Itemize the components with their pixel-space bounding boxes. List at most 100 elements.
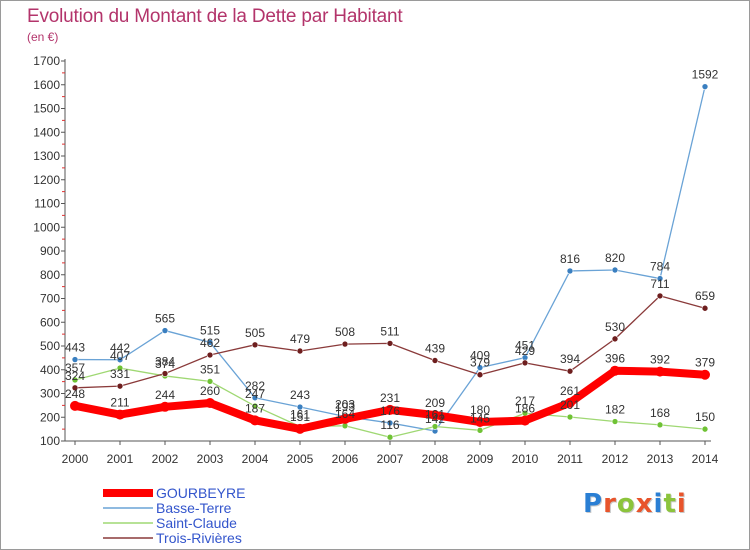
data-label-trois-rivi-res: 324: [65, 369, 85, 383]
data-label-saint-claude: 247: [245, 387, 265, 401]
x-tick-label: 2000: [62, 452, 89, 466]
data-label-trois-rivi-res: 429: [515, 344, 535, 358]
data-point-gourbeyre: [205, 398, 215, 408]
x-tick-label: 2009: [467, 452, 494, 466]
y-tick-label: 1400: [33, 125, 60, 139]
y-tick-label: 1100: [34, 197, 60, 211]
data-point-trois-rivi-res: [656, 292, 664, 300]
data-point-saint-claude: [701, 425, 709, 433]
legend-label: GOURBEYRE: [156, 485, 245, 501]
data-label-gourbeyre: 260: [200, 384, 220, 398]
data-label-basse-terre: 515: [200, 323, 220, 337]
data-point-saint-claude: [71, 376, 79, 384]
data-point-saint-claude: [566, 413, 574, 421]
data-label-basse-terre: 442: [110, 341, 130, 355]
data-point-basse-terre: [206, 339, 214, 346]
data-label-gourbeyre: 231: [380, 391, 400, 405]
data-point-trois-rivi-res: [296, 347, 304, 355]
data-label-basse-terre: 784: [650, 260, 670, 274]
y-tick-label: 1000: [33, 220, 60, 234]
y-tick-label: 200: [40, 410, 60, 424]
data-point-trois-rivi-res: [701, 304, 709, 312]
y-tick-label: 400: [40, 363, 60, 377]
data-label-saint-claude: 182: [605, 403, 625, 417]
data-point-trois-rivi-res: [476, 371, 484, 379]
legend-label: Saint-Claude: [156, 515, 237, 531]
data-label-basse-terre: 142: [425, 412, 445, 426]
data-label-saint-claude: 145: [470, 411, 490, 425]
data-label-gourbeyre: 261: [560, 384, 580, 398]
data-point-saint-claude: [476, 427, 484, 434]
data-point-trois-rivi-res: [611, 335, 619, 343]
data-label-trois-rivi-res: 331: [110, 367, 130, 381]
data-point-basse-terre: [71, 356, 79, 363]
data-label-gourbeyre: 396: [605, 352, 625, 366]
data-label-saint-claude: 407: [110, 349, 130, 363]
data-label-saint-claude: 150: [695, 410, 715, 424]
logo-letter: o: [616, 489, 636, 519]
data-labels: 443 442 565 515 282 243 203 176 142 409 451 816 820 7…: [65, 68, 719, 433]
data-point-saint-claude: [656, 421, 664, 429]
data-point-gourbeyre: [385, 404, 395, 415]
data-point-saint-claude: [251, 402, 259, 410]
data-label-basse-terre: 409: [470, 349, 490, 363]
x-tick-label: 2001: [107, 452, 134, 466]
data-label-trois-rivi-res: 384: [155, 355, 175, 369]
data-label-gourbeyre: 187: [245, 401, 265, 415]
y-tick-label: 700: [40, 292, 60, 306]
data-label-gourbeyre: 193: [335, 400, 355, 414]
data-point-trois-rivi-res: [116, 382, 124, 390]
data-point-trois-rivi-res: [206, 351, 214, 359]
data-label-gourbeyre: 379: [695, 356, 715, 370]
data-label-saint-claude: 351: [200, 362, 220, 376]
data-point-trois-rivi-res: [566, 367, 574, 375]
data-point-basse-terre: [296, 403, 304, 411]
data-label-saint-claude: 357: [65, 361, 85, 375]
legend-label: Trois-Rivières: [156, 530, 242, 546]
x-tick-label: 2010: [512, 452, 539, 466]
y-tick-label: 1600: [33, 78, 60, 92]
data-point-gourbeyre: [700, 369, 710, 380]
data-label-saint-claude: 374: [155, 357, 175, 371]
data-label-gourbeyre: 248: [65, 387, 85, 401]
x-tick-label: 2014: [692, 452, 719, 466]
data-label-saint-claude: 217: [515, 394, 535, 408]
data-label-trois-rivi-res: 394: [560, 352, 580, 366]
data-label-trois-rivi-res: 462: [200, 336, 220, 350]
x-tick-label: 2005: [287, 452, 314, 466]
axes: 100 200 300 400 500 600 700 800 900 1000 1100 1200 1…: [33, 54, 718, 466]
data-label-basse-terre: 203: [335, 398, 355, 412]
data-point-basse-terre: [386, 419, 394, 427]
data-label-gourbeyre: 180: [470, 403, 490, 417]
series-lines: [70, 83, 710, 441]
data-label-gourbeyre: 209: [425, 396, 445, 410]
data-label-trois-rivi-res: 530: [605, 320, 625, 334]
data-label-trois-rivi-res: 439: [425, 341, 445, 355]
data-label-basse-terre: 820: [605, 251, 625, 265]
data-point-gourbeyre: [565, 397, 575, 408]
data-label-trois-rivi-res: 479: [290, 332, 310, 346]
y-tick-label: 600: [40, 315, 60, 329]
logo-letter: P: [583, 489, 604, 519]
x-tick-label: 2008: [422, 452, 449, 466]
data-label-gourbeyre: 392: [650, 353, 670, 367]
data-label-saint-claude: 161: [425, 408, 445, 422]
data-label-gourbeyre: 186: [515, 402, 535, 416]
data-label-basse-terre: 1592: [692, 68, 719, 82]
logo-letter: x: [635, 489, 654, 519]
data-label-trois-rivi-res: 379: [470, 356, 490, 370]
data-point-gourbeyre: [295, 423, 305, 434]
data-label-saint-claude: 201: [560, 398, 580, 412]
data-label-basse-terre: 816: [560, 252, 580, 266]
y-tick-label: 1700: [33, 54, 60, 68]
data-point-basse-terre: [116, 356, 124, 364]
data-point-gourbeyre: [430, 410, 440, 421]
data-label-gourbeyre: 244: [155, 388, 175, 402]
data-label-basse-terre: 565: [155, 312, 175, 326]
data-point-gourbeyre: [70, 400, 80, 411]
logo-letter: t: [663, 489, 677, 519]
logo-letter: i: [653, 489, 664, 519]
x-tick-label: 2004: [242, 452, 269, 466]
